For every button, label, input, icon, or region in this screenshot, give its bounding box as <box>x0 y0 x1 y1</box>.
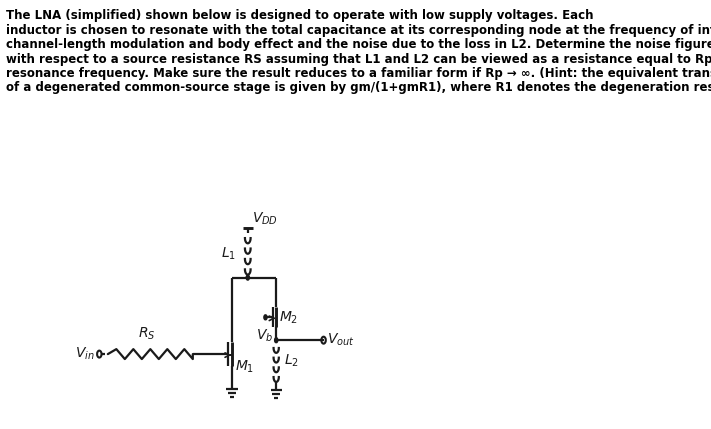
Text: of a degenerated common-source stage is given by gm/(1+gmR1), where R1 denotes t: of a degenerated common-source stage is … <box>6 82 711 94</box>
Text: resonance frequency. Make sure the result reduces to a familiar form if Rp → ∞. : resonance frequency. Make sure the resul… <box>6 67 711 80</box>
Circle shape <box>246 275 250 280</box>
Circle shape <box>274 338 278 343</box>
Text: $M_2$: $M_2$ <box>279 309 299 326</box>
Text: $V_{in}$: $V_{in}$ <box>75 346 95 362</box>
Text: with respect to a source resistance RS assuming that L1 and L2 can be viewed as : with respect to a source resistance RS a… <box>6 53 711 66</box>
Text: $L_1$: $L_1$ <box>221 245 236 262</box>
Text: $V_{DD}$: $V_{DD}$ <box>252 211 277 227</box>
Text: $V_{out}$: $V_{out}$ <box>327 332 355 348</box>
Text: $R_S$: $R_S$ <box>139 326 156 342</box>
Text: inductor is chosen to resonate with the total capacitance at its corresponding n: inductor is chosen to resonate with the … <box>6 24 711 37</box>
Text: channel-length modulation and body effect and the noise due to the loss in L2. D: channel-length modulation and body effec… <box>6 38 711 51</box>
Circle shape <box>264 315 267 320</box>
Text: $V_b$: $V_b$ <box>255 327 273 344</box>
Text: $L_2$: $L_2$ <box>284 353 299 369</box>
Text: $M_1$: $M_1$ <box>235 359 255 375</box>
Text: The LNA (simplified) shown below is designed to operate with low supply voltages: The LNA (simplified) shown below is desi… <box>6 9 594 22</box>
